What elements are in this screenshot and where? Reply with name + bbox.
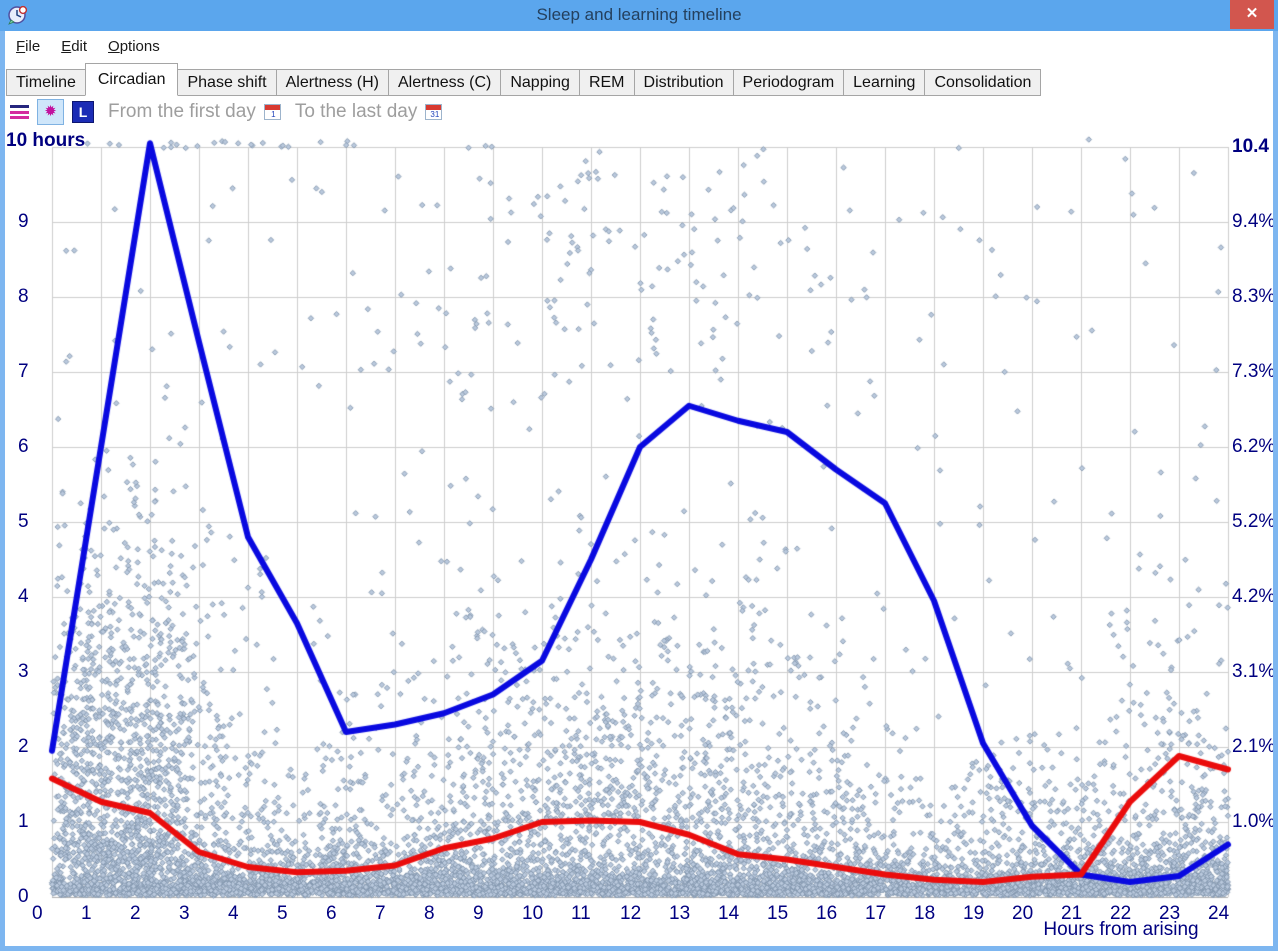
to-last-day-label: To the last day bbox=[294, 101, 418, 122]
left-tick-5: 5 bbox=[18, 511, 29, 532]
left-tick-4: 4 bbox=[18, 586, 29, 607]
left-tick-6: 6 bbox=[18, 436, 29, 457]
right-tick-4-2: 4.2% bbox=[1232, 586, 1276, 607]
x-tick-6: 6 bbox=[326, 903, 337, 924]
tab-timeline[interactable]: Timeline bbox=[6, 69, 86, 96]
from-first-day-label: From the first day bbox=[108, 101, 256, 122]
menu-options[interactable]: Options bbox=[108, 37, 160, 55]
x-tick-14: 14 bbox=[718, 903, 740, 924]
app-icon[interactable] bbox=[7, 4, 29, 26]
right-tick-10-4: 10.4 bbox=[1232, 136, 1269, 157]
circadian-star-button[interactable]: ✹ bbox=[37, 99, 64, 125]
calendar-header bbox=[426, 105, 442, 110]
right-tick-6-2: 6.2% bbox=[1232, 436, 1276, 457]
tab-learning[interactable]: Learning bbox=[843, 69, 926, 96]
x-tick-23: 23 bbox=[1159, 903, 1181, 924]
title-bar: Sleep and learning timeline ✕ bbox=[0, 0, 1278, 31]
right-tick-9-4: 9.4% bbox=[1232, 211, 1276, 232]
window-border bbox=[0, 946, 1278, 951]
x-tick-20: 20 bbox=[1012, 903, 1034, 924]
menu-bar: File Edit Options bbox=[5, 33, 160, 59]
x-axis-title: Hours from arising bbox=[1043, 919, 1199, 940]
menu-edit[interactable]: Edit bbox=[61, 37, 88, 55]
menu-file[interactable]: File bbox=[16, 37, 41, 55]
window-border bbox=[0, 31, 5, 951]
right-tick-2-1: 2.1% bbox=[1232, 736, 1276, 757]
left-tick-9: 9 bbox=[18, 211, 29, 232]
left-tick-0: 0 bbox=[18, 886, 29, 907]
circadian-chart bbox=[0, 128, 1278, 951]
x-tick-16: 16 bbox=[816, 903, 838, 924]
x-tick-2: 2 bbox=[130, 903, 141, 924]
window-title: Sleep and learning timeline bbox=[536, 5, 742, 24]
tab-consolidation[interactable]: Consolidation bbox=[924, 69, 1042, 96]
tab-circadian[interactable]: Circadian bbox=[84, 63, 179, 96]
x-tick-12: 12 bbox=[620, 903, 642, 924]
x-tick-24: 24 bbox=[1208, 903, 1230, 924]
to-date-calendar-icon[interactable]: 31 bbox=[425, 104, 443, 120]
x-tick-11: 11 bbox=[571, 903, 591, 924]
l-toggle-button[interactable]: L bbox=[72, 101, 94, 123]
left-tick-1: 1 bbox=[18, 811, 29, 832]
x-tick-13: 13 bbox=[669, 903, 691, 924]
right-tick-1-0: 1.0% bbox=[1232, 811, 1276, 832]
x-tick-3: 3 bbox=[179, 903, 190, 924]
tab-phase-shift[interactable]: Phase shift bbox=[177, 69, 277, 96]
chart-lines-icon[interactable] bbox=[10, 104, 29, 120]
x-tick-1: 1 bbox=[81, 903, 92, 924]
tab-distribution[interactable]: Distribution bbox=[633, 69, 734, 96]
left-tick-3: 3 bbox=[18, 661, 29, 682]
tab-periodogram[interactable]: Periodogram bbox=[732, 69, 845, 96]
window-border bbox=[1273, 31, 1278, 951]
x-tick-5: 5 bbox=[277, 903, 288, 924]
x-tick-9: 9 bbox=[473, 903, 484, 924]
calendar-day-number: 1 bbox=[271, 110, 276, 119]
x-tick-4: 4 bbox=[228, 903, 239, 924]
x-tick-21: 21 bbox=[1061, 903, 1083, 924]
right-tick-5-2: 5.2% bbox=[1232, 511, 1276, 532]
tab-alertness-h[interactable]: Alertness (H) bbox=[275, 69, 389, 96]
x-tick-18: 18 bbox=[914, 903, 936, 924]
tab-rem[interactable]: REM bbox=[578, 69, 635, 96]
close-icon: ✕ bbox=[1245, 5, 1259, 22]
x-tick-22: 22 bbox=[1110, 903, 1132, 924]
close-button[interactable]: ✕ bbox=[1230, 0, 1274, 29]
x-tick-10: 10 bbox=[522, 903, 544, 924]
left-tick-2: 2 bbox=[18, 736, 29, 757]
left-axis-title: 10 hours bbox=[6, 130, 86, 151]
left-tick-7: 7 bbox=[18, 361, 29, 382]
x-tick-7: 7 bbox=[375, 903, 386, 924]
calendar-day-number: 31 bbox=[430, 110, 440, 119]
x-tick-8: 8 bbox=[424, 903, 435, 924]
tab-napping[interactable]: Napping bbox=[500, 69, 580, 96]
x-tick-19: 19 bbox=[963, 903, 985, 924]
x-tick-15: 15 bbox=[767, 903, 789, 924]
right-tick-7-3: 7.3% bbox=[1232, 361, 1276, 382]
right-tick-8-3: 8.3% bbox=[1232, 286, 1276, 307]
x-tick-17: 17 bbox=[865, 903, 887, 924]
right-tick-3-1: 3.1% bbox=[1232, 661, 1276, 682]
toolbar: ✹ L From the first day 1 To the last day… bbox=[10, 97, 443, 127]
x-tick-0: 0 bbox=[32, 903, 43, 924]
from-date-calendar-icon[interactable]: 1 bbox=[263, 104, 281, 120]
calendar-header bbox=[264, 105, 280, 110]
tab-bar: Timeline Circadian Phase shift Alertness (H… bbox=[6, 62, 1042, 96]
tab-alertness-c[interactable]: Alertness (C) bbox=[387, 69, 502, 96]
left-tick-8: 8 bbox=[18, 286, 29, 307]
